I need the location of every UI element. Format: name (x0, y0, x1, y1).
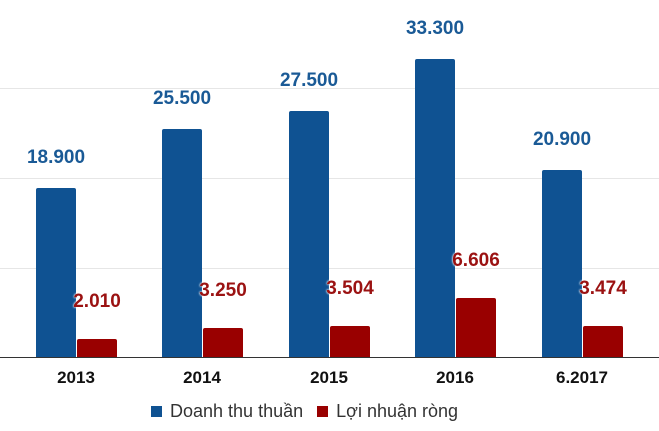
bar-revenue[interactable] (289, 111, 329, 357)
gridline (0, 88, 659, 89)
gridline (0, 178, 659, 179)
x-axis-tick-label: 2014 (183, 368, 221, 387)
legend-item-profit[interactable]: Lợi nhuận ròng (317, 401, 458, 422)
data-label-revenue: 18.900 (26, 147, 86, 168)
data-label-revenue: 27.500 (279, 70, 339, 91)
legend-label-profit: Lợi nhuận ròng (336, 401, 459, 421)
data-label-profit: 3.474 (579, 278, 627, 299)
data-label-revenue: 33.300 (405, 18, 465, 39)
legend-swatch-profit (317, 406, 329, 417)
data-label-profit: 3.504 (326, 278, 374, 299)
bar-revenue[interactable] (36, 188, 76, 357)
bar-profit[interactable] (456, 298, 496, 357)
data-label-profit: 6.606 (452, 250, 500, 271)
legend-label-revenue: Doanh thu thuần (170, 401, 304, 421)
data-label-revenue: 25.500 (152, 88, 212, 109)
data-label-profit: 3.250 (199, 280, 247, 301)
legend-swatch-revenue (151, 406, 162, 417)
bar-revenue[interactable] (542, 170, 582, 357)
data-label-revenue: 20.900 (532, 129, 592, 150)
gridline (0, 268, 659, 269)
bar-revenue[interactable] (415, 59, 455, 357)
bar-profit[interactable] (203, 328, 243, 357)
bar-revenue[interactable] (162, 129, 202, 357)
x-axis-tick-label: 2015 (310, 368, 348, 387)
data-label-profit: 2.010 (73, 291, 121, 312)
bar-profit[interactable] (77, 339, 117, 357)
x-axis-line (0, 357, 659, 358)
legend-item-revenue[interactable]: Doanh thu thuần (151, 401, 303, 422)
x-axis-tick-label: 2013 (57, 368, 95, 387)
plot-area (0, 88, 659, 269)
x-axis-tick-label: 6.2017 (556, 368, 608, 387)
bar-profit[interactable] (583, 326, 623, 357)
x-axis-tick-label: 2016 (436, 368, 474, 387)
legend: Doanh thu thuần Lợi nhuận ròng (151, 401, 472, 422)
bar-profit[interactable] (330, 326, 370, 357)
